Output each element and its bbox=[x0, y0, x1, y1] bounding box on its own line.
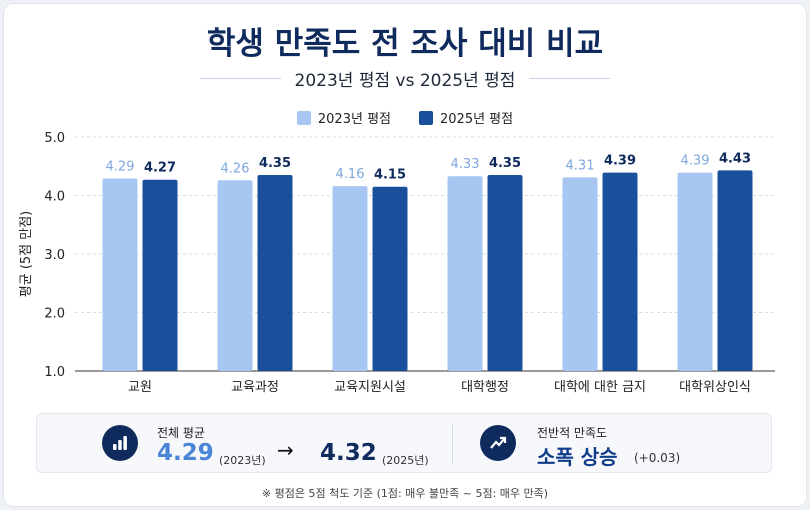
bar-2025 bbox=[717, 170, 753, 371]
data-label: 4.31 bbox=[566, 158, 595, 173]
legend-swatch bbox=[419, 110, 433, 125]
y-tick-label: 1.0 bbox=[44, 365, 65, 380]
overall-average-label: 전체 평균 bbox=[157, 426, 205, 440]
legend-item-2025: 2025년 평점 bbox=[419, 108, 513, 127]
chart-title: 학생 만족도 전 조사 대비 비교 bbox=[206, 26, 604, 62]
x-tick-label: 교원 bbox=[128, 380, 152, 395]
year-2025: (2025년) bbox=[382, 454, 429, 467]
data-label: 4.15 bbox=[374, 168, 406, 183]
bar-2023 bbox=[677, 172, 713, 371]
trend-value: 소폭 상승 bbox=[537, 445, 618, 469]
x-tick-label: 대학위상인식 bbox=[679, 380, 751, 395]
subtitle-row: 2023년 평점 vs 2025년 평점 bbox=[200, 66, 610, 91]
trend-label: 전반적 만족도 bbox=[537, 426, 608, 440]
data-label: 4.33 bbox=[451, 157, 480, 172]
legend: 2023년 평점 2025년 평점 bbox=[0, 108, 810, 127]
y-tick-label: 3.0 bbox=[44, 248, 65, 263]
divider bbox=[200, 77, 281, 79]
year-2023: (2023년) bbox=[219, 454, 266, 467]
data-label: 4.35 bbox=[259, 156, 291, 171]
legend-label: 2025년 평점 bbox=[440, 112, 514, 127]
data-label: 4.35 bbox=[489, 156, 521, 171]
x-tick-label: 교육과정 bbox=[231, 380, 279, 395]
bar-2023 bbox=[102, 178, 138, 371]
data-label: 4.43 bbox=[719, 151, 751, 166]
bar-2025 bbox=[372, 186, 408, 371]
legend-label: 2023년 평점 bbox=[317, 112, 391, 127]
bar-chart: 1.0 2.0 3.0 4.0 5.0 평균 (5점 만점) 교원 4.29 4.27 교육과정 4… bbox=[19, 131, 775, 395]
x-tick-label: 대학행정 bbox=[461, 379, 509, 395]
bar-chart-icon bbox=[102, 425, 138, 461]
bar-2023 bbox=[332, 186, 368, 371]
data-label: 4.29 bbox=[106, 160, 135, 175]
footnote: ※ 평점은 5점 척도 기준 (1점: 매우 불만족 ~ 5점: 매우 만족) bbox=[261, 487, 549, 500]
trending-up-icon bbox=[480, 425, 516, 461]
x-tick-label: 교육지원시설 bbox=[334, 380, 406, 395]
divider bbox=[452, 424, 453, 464]
arrow-right-icon: → bbox=[277, 438, 294, 462]
bar-2023 bbox=[447, 176, 483, 371]
bar-2025 bbox=[602, 172, 638, 371]
y-tick-label: 4.0 bbox=[44, 190, 65, 205]
bar-2023 bbox=[562, 177, 598, 371]
average-2025: 4.32 bbox=[320, 440, 377, 466]
chart-subtitle: 2023년 평점 vs 2025년 평점 bbox=[294, 70, 516, 91]
average-2023: 4.29 bbox=[157, 440, 214, 466]
summary-panel: 전체 평균 4.29 (2023년) → 4.32 (2025년) 전반적 만족… bbox=[36, 413, 772, 473]
bar-2025 bbox=[257, 175, 293, 371]
data-label: 4.27 bbox=[144, 161, 176, 176]
legend-item-2023: 2023년 평점 bbox=[296, 108, 391, 127]
data-label: 4.26 bbox=[221, 161, 250, 176]
y-tick-label: 5.0 bbox=[44, 131, 65, 146]
bar-2025 bbox=[487, 175, 523, 371]
bar-2025 bbox=[142, 179, 178, 371]
data-label: 4.39 bbox=[681, 154, 710, 169]
legend-swatch bbox=[296, 110, 311, 125]
trend-delta: (+0.03) bbox=[634, 451, 681, 465]
y-tick-label: 2.0 bbox=[44, 307, 65, 322]
y-axis-label: 평균 (5점 만점) bbox=[19, 211, 34, 297]
divider bbox=[529, 77, 610, 79]
bar-2023 bbox=[217, 180, 253, 371]
x-tick-label: 대학에 대한 금지 bbox=[554, 380, 646, 395]
data-label: 4.16 bbox=[336, 167, 365, 182]
data-label: 4.39 bbox=[604, 154, 636, 169]
